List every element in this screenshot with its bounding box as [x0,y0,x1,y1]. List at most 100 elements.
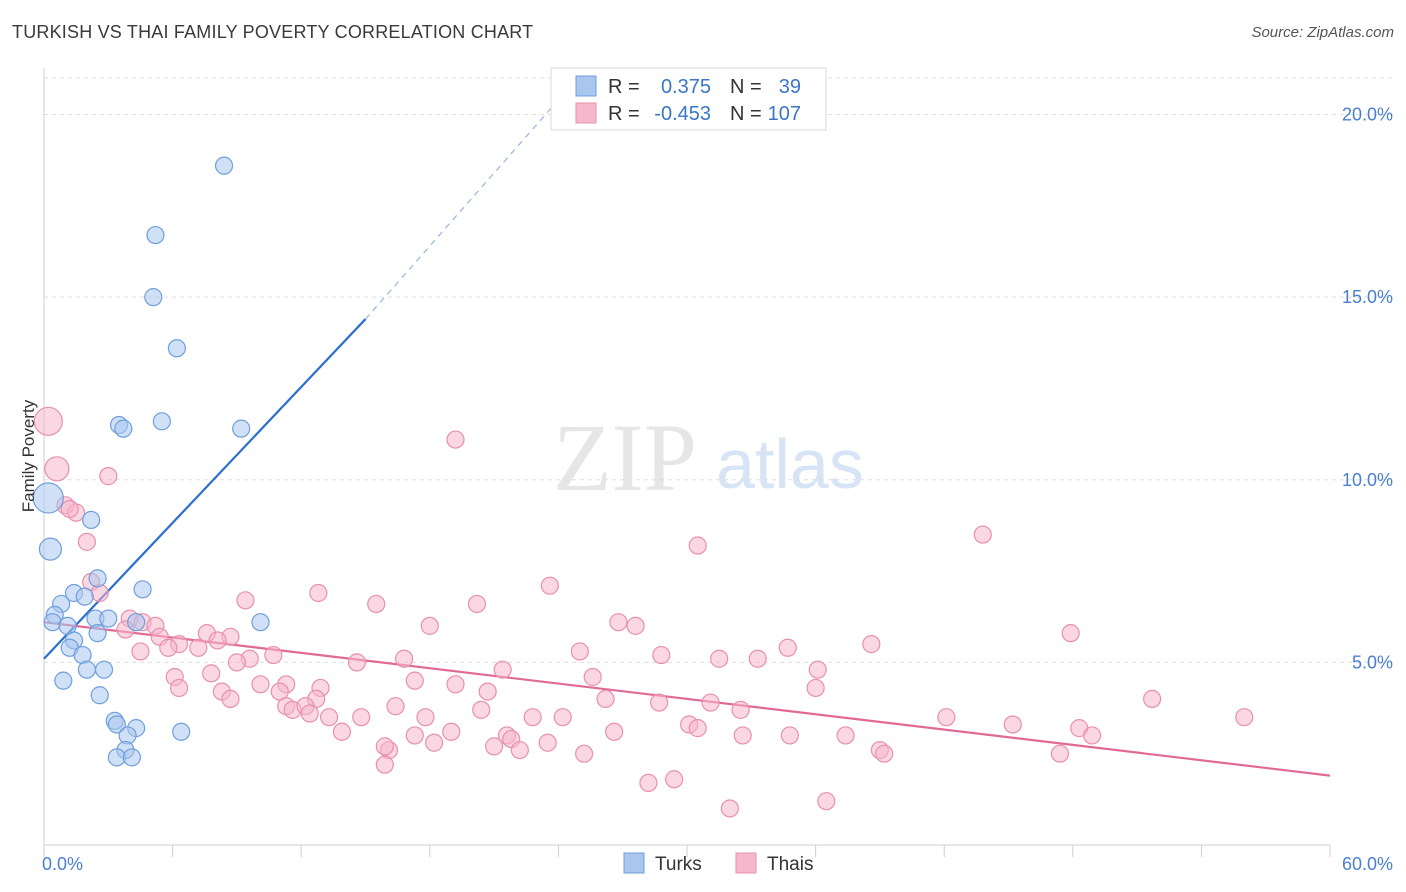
grid [44,77,1392,663]
thais-point [701,693,720,712]
thais-point [639,773,658,793]
y-tick-label: 10.0% [1342,470,1393,490]
thais-point [710,649,729,668]
thais-point [99,467,118,486]
thais-point [189,638,208,657]
legend-r-label-thais: R = [608,103,640,125]
thais-point [44,456,70,482]
turks-point [152,412,171,431]
legend-r-label-turks: R = [608,76,640,98]
thais-point [367,594,386,614]
bottom-legend-label-turks: Turks [655,854,702,875]
turks-point [75,587,94,606]
turks-point [90,686,109,705]
thais-point [817,792,836,811]
thais-point [309,583,328,603]
turks-point [214,156,234,175]
thais-point [446,675,465,694]
thais-point [60,499,79,519]
thais-point [1061,624,1080,643]
turks-point [94,660,114,679]
watermark: ZIP atlas [553,404,864,511]
legend-swatch-turks [575,75,597,97]
thais-point [236,591,255,610]
thais-point [169,678,189,698]
thais-point [442,722,461,741]
thais-point [264,645,283,665]
bottom-legend-swatch-turks [623,852,645,874]
thais-point [446,430,465,449]
thais-point [131,642,150,661]
chart-source: Source: ZipAtlas.com [1251,24,1394,41]
y-tick-label: 15.0% [1342,287,1393,307]
thais-point [251,675,270,694]
thais-point [808,660,827,679]
legend-n-value-turks: 39 [779,76,801,98]
thais-point [780,726,799,745]
thais-point [605,722,624,741]
watermark-zip: ZIP [553,404,697,511]
turks-point [107,715,126,734]
legend-r-value-thais: -0.453 [654,103,711,125]
thais-point [386,697,405,716]
thais-point [733,726,752,745]
thais-point [375,737,394,756]
thais-point [748,649,767,668]
turks-point [251,613,270,632]
legend-n-label-turks: N = [730,76,762,98]
legend-box: R = 0.375 N = 39 R = -0.453 N = 107 [550,67,827,131]
turks-point [172,722,191,741]
turks-point [88,624,107,643]
thais-point [626,616,645,635]
turks-point [146,225,165,245]
turks-point [77,660,96,679]
x-tick-label-max: 60.0% [1342,854,1393,874]
thais-point [688,719,707,738]
thais-trend-line [43,621,1331,777]
thais-point [778,638,797,657]
legend-n-label-thais: N = [730,103,762,125]
turks-point [133,580,152,599]
thais-point [1235,708,1254,727]
thais-point [688,536,707,555]
thais-point [347,653,367,672]
thais-point [221,689,240,709]
turks-point [114,419,133,438]
thais-point [575,744,594,763]
thais-point [652,645,671,665]
thais-point [352,708,371,727]
thais-point [424,733,444,752]
thais-point [394,649,414,668]
thais-point [478,682,497,701]
legend-swatch-thais [575,102,597,124]
thais-point [472,700,491,719]
thais-point [405,671,424,690]
thais-point [875,744,894,763]
chart-title: TURKISH VS THAI FAMILY POVERTY CORRELATI… [12,22,534,42]
turks-point [32,482,64,514]
thais-point [405,726,424,745]
thais-point [665,770,684,789]
thais-point [1003,715,1022,734]
turks-point [167,339,186,358]
thais-point [319,708,339,727]
thais-point [731,700,750,719]
legend-n-value-thais: 107 [768,103,801,125]
thais-point [937,708,956,727]
turks-point [43,613,62,632]
bottom-legend: Turks Thais [623,852,813,875]
thais-point [510,740,529,760]
thais-point [1082,726,1102,745]
trend-lines [43,99,1331,777]
turks-point [82,510,101,530]
thais-point [77,532,96,551]
thais-point [540,576,559,595]
thais-point [467,594,487,614]
thais-point [420,616,439,635]
thais-point [416,708,435,727]
legend-r-value-turks: 0.375 [661,76,711,98]
axes: 5.0% 10.0% 15.0% 20.0% [43,68,1393,857]
thais-point [485,737,504,756]
thais-point [159,638,178,657]
